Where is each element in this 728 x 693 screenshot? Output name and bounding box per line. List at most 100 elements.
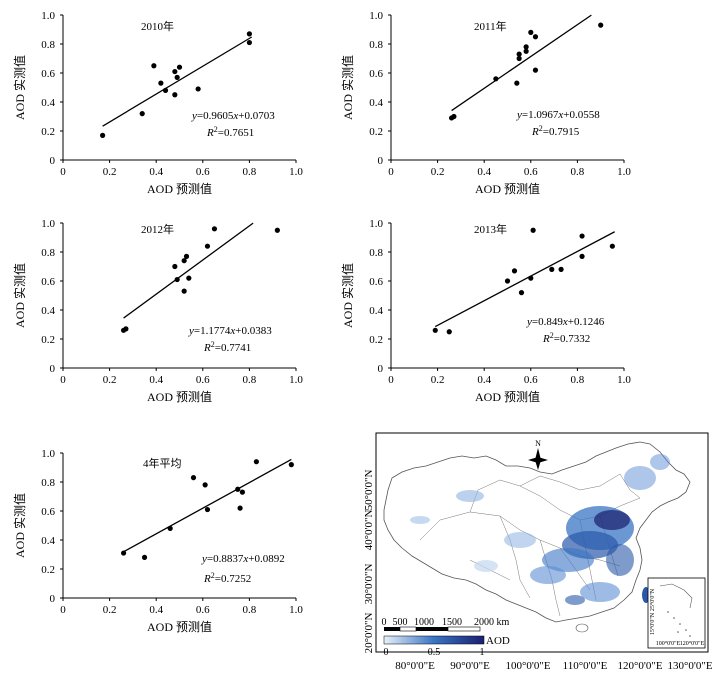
data-point [579, 233, 585, 239]
data-point [518, 290, 525, 296]
inset-lon-120: 120°0'0"E [680, 640, 705, 647]
panel-title: 2011年 [474, 19, 507, 33]
data-point [204, 506, 211, 513]
inset-lon-100: 100°0'0"E [656, 640, 681, 647]
x-tick-label: 1.0 [289, 604, 303, 616]
y-tick-label: 0.2 [41, 126, 55, 138]
r2-superscript: 2 [539, 124, 543, 133]
scatter-panel: 00 0.2 0.2 0.4 0.4 0.6 0.6 0.8 0.8 1.0 1.0 AOD 预测值 A… [12, 10, 303, 196]
x-tick-label: 0.6 [196, 166, 210, 178]
data-point [288, 462, 294, 468]
r-squared-label: R2=0.7332 [542, 331, 590, 345]
data-point [167, 525, 173, 532]
x-tick-label: 0.2 [103, 166, 117, 178]
regression-line [451, 14, 592, 112]
r2-superscript: 2 [550, 331, 554, 340]
regression-equation: y=0.8837x+0.0892 [201, 553, 285, 565]
r2-letter: R [206, 127, 214, 139]
lat-label-20: 20°0'0"N [363, 613, 375, 654]
regression-line [102, 36, 253, 127]
y-tick-label: 0.2 [369, 126, 383, 138]
equation-part: x [557, 109, 563, 121]
data-point [446, 329, 452, 335]
x-tick-label: 0.8 [571, 166, 585, 178]
aod-shading [410, 454, 670, 605]
data-point [202, 482, 208, 488]
hainan [575, 623, 589, 633]
y-axis-title: AOD 实测值 [12, 55, 27, 120]
x-tick-label: 0 [388, 166, 394, 178]
data-point [123, 326, 129, 332]
y-tick-label: 0.2 [369, 334, 383, 346]
data-point [174, 276, 180, 283]
y-tick-label: 0.4 [369, 97, 383, 109]
data-point [504, 278, 511, 284]
y-tick-label: 0 [50, 593, 56, 605]
data-point [100, 132, 106, 138]
y-tick-label: 0.6 [369, 68, 383, 80]
data-point [181, 288, 187, 294]
data-point [120, 550, 127, 556]
y-tick-label: 0.8 [41, 477, 55, 489]
y-tick-label: 0.8 [369, 39, 383, 51]
x-axis-title: AOD 预测值 [147, 619, 212, 634]
y-axis-title: AOD 实测值 [12, 493, 27, 558]
r2-letter: R [531, 126, 539, 138]
lat-label-40: 40°0'0"N [363, 510, 375, 551]
x-tick-label: 0 [60, 374, 66, 386]
r-squared-label: R2=0.7252 [203, 571, 251, 585]
r2-value: =0.7915 [543, 126, 580, 138]
x-axis-title: AOD 预测值 [475, 389, 540, 404]
data-point [174, 74, 180, 80]
r2-value: =0.7252 [215, 573, 251, 585]
x-tick-label: 0.4 [149, 374, 163, 386]
lon-label-100: 100°0'0"E [505, 660, 550, 672]
north-arrow-icon: N [528, 439, 548, 470]
lon-label-110: 110°0'0"E [563, 660, 608, 672]
legend-tick-0: 0 [384, 647, 389, 658]
x-tick-label: 0.8 [571, 374, 585, 386]
r2-value: =0.7651 [218, 127, 254, 139]
y-tick-label: 0.6 [41, 506, 55, 518]
panel-title: 4年平均 [143, 456, 182, 470]
data-point [186, 275, 192, 281]
data-point [235, 486, 241, 492]
r2-superscript: 2 [214, 125, 218, 134]
data-point [183, 253, 190, 259]
data-point [239, 489, 246, 495]
y-tick-label: 0.8 [369, 247, 383, 259]
x-tick-label: 0.8 [243, 166, 257, 178]
scatter-panel: 00 0.2 0.2 0.4 0.4 0.6 0.6 0.8 0.8 1.0 1.0 AOD 预测值 A… [340, 10, 631, 196]
y-tick-label: 0 [50, 155, 56, 167]
equation-part: =0.9605 [197, 110, 234, 122]
data-point [558, 266, 564, 272]
data-point [530, 227, 536, 233]
equation-part: =0.849 [532, 316, 563, 328]
data-point [523, 44, 529, 50]
scale-label-1000: 1000 [414, 617, 434, 628]
south-china-sea-inset: 25°0'0"N 15°0'0"N 100°0'0"E 120°0'0"E [647, 577, 706, 649]
equation-part: y [188, 325, 194, 337]
equation-part: +0.0703 [238, 110, 275, 122]
data-point [158, 80, 164, 86]
y-tick-label: 1.0 [41, 10, 55, 22]
data-point [190, 475, 197, 481]
data-point [579, 253, 585, 259]
y-tick-label: 0.4 [369, 305, 383, 317]
x-axis-title: AOD 预测值 [147, 389, 212, 404]
data-point [598, 22, 604, 28]
x-tick-label: 0.2 [103, 374, 117, 386]
panel-title: 2012年 [141, 222, 174, 236]
lat-label-30: 30°0'0"N [363, 564, 375, 605]
r2-letter: R [203, 342, 211, 354]
y-tick-label: 0.6 [369, 276, 383, 288]
lat-label-50: 50°0'0"N [363, 470, 375, 511]
data-point [451, 113, 457, 120]
scale-label-0: 0 [382, 617, 387, 628]
panel-title: 2013年 [474, 222, 507, 236]
equation-part: =1.0967 [522, 109, 559, 121]
y-tick-label: 0.2 [41, 564, 55, 576]
y-tick-label: 1.0 [369, 218, 383, 230]
regression-equation: y=0.9605x+0.0703 [191, 110, 275, 122]
legend-tick-0-5: 0.5 [428, 647, 441, 658]
